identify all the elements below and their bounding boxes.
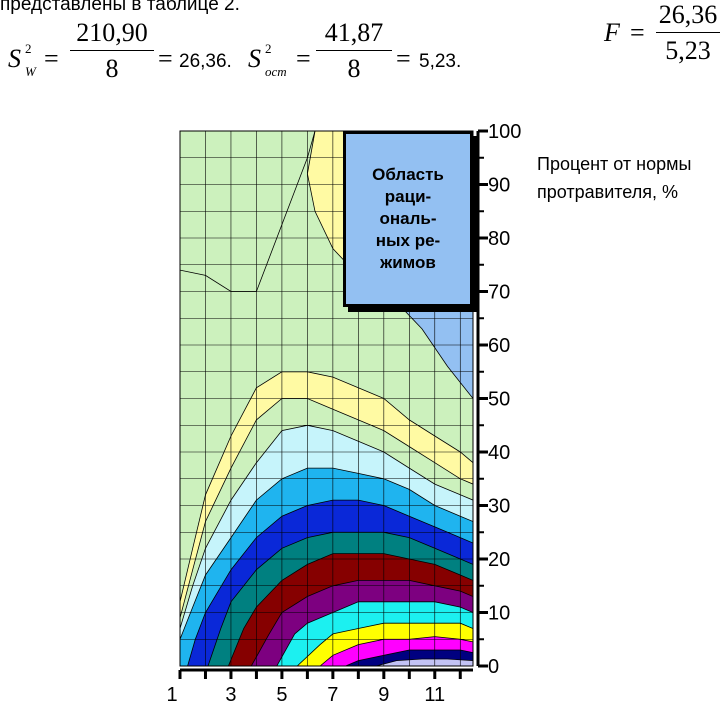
y-tick-label: 90: [488, 175, 510, 197]
y-tick-label: 60: [488, 335, 510, 357]
x-tick-label: 11: [424, 684, 445, 706]
s2ost-numerator: 41,87: [324, 18, 384, 47]
y-tick-label: 40: [488, 442, 510, 464]
s2ost-denominator: 8: [347, 54, 361, 83]
x-tick-label: 3: [225, 684, 236, 706]
s2w-denominator: 8: [105, 54, 119, 83]
plot-grid: [180, 131, 473, 666]
f-symbol: F: [604, 18, 620, 47]
s2w-fraction: 210,90 8: [70, 18, 154, 84]
y-tick-label: 50: [488, 389, 510, 411]
plot-frame: [179, 130, 474, 667]
y-tick-label: 20: [488, 549, 510, 571]
rational-region-box: Область раци- ональ- ных ре- жимов: [343, 131, 473, 307]
equals-sign: =: [296, 44, 311, 73]
s2w-numerator: 210,90: [76, 18, 148, 47]
y-tick-label: 80: [488, 228, 510, 250]
x-tick-label: 9: [378, 684, 389, 706]
intro-text: представлены в таблице 2.: [0, 0, 240, 15]
y-axis: 0 10 20 30 40 50 60 70 80 90 100: [476, 121, 521, 678]
x-tick-label: 5: [276, 684, 287, 706]
f-fraction: 26,36 5,23: [656, 0, 720, 66]
contour-band-15: [376, 658, 473, 666]
y-tick-label: 30: [488, 496, 510, 518]
x-tick-label: 1: [166, 684, 177, 706]
y-tick-label: 0: [488, 656, 499, 678]
y-tick-label: 70: [488, 282, 510, 304]
s2w-result: 26,36.: [179, 51, 232, 72]
f-numerator: 26,36: [658, 0, 718, 29]
rational-region-label: Область раци- ональ- ных ре- жимов: [372, 165, 444, 272]
y-axis-label: Процент от нормы протравителя, %: [537, 154, 692, 202]
equals-sign: =: [44, 44, 59, 73]
f-denominator: 5,23: [665, 36, 711, 65]
s2ost-symbol: S 2 ост: [248, 41, 287, 79]
equals-sign: =: [630, 18, 645, 47]
s2ost-result: 5,23.: [419, 51, 462, 72]
x-tick-label: 7: [327, 684, 338, 706]
s2ost-fraction: 41,87 8: [316, 18, 392, 84]
y-tick-label: 100: [488, 121, 521, 143]
y-tick-label: 10: [488, 603, 510, 625]
x-axis: 1 3 5 7 9 11: [166, 668, 473, 706]
equals-sign: =: [396, 44, 411, 73]
equals-sign: =: [158, 44, 173, 73]
